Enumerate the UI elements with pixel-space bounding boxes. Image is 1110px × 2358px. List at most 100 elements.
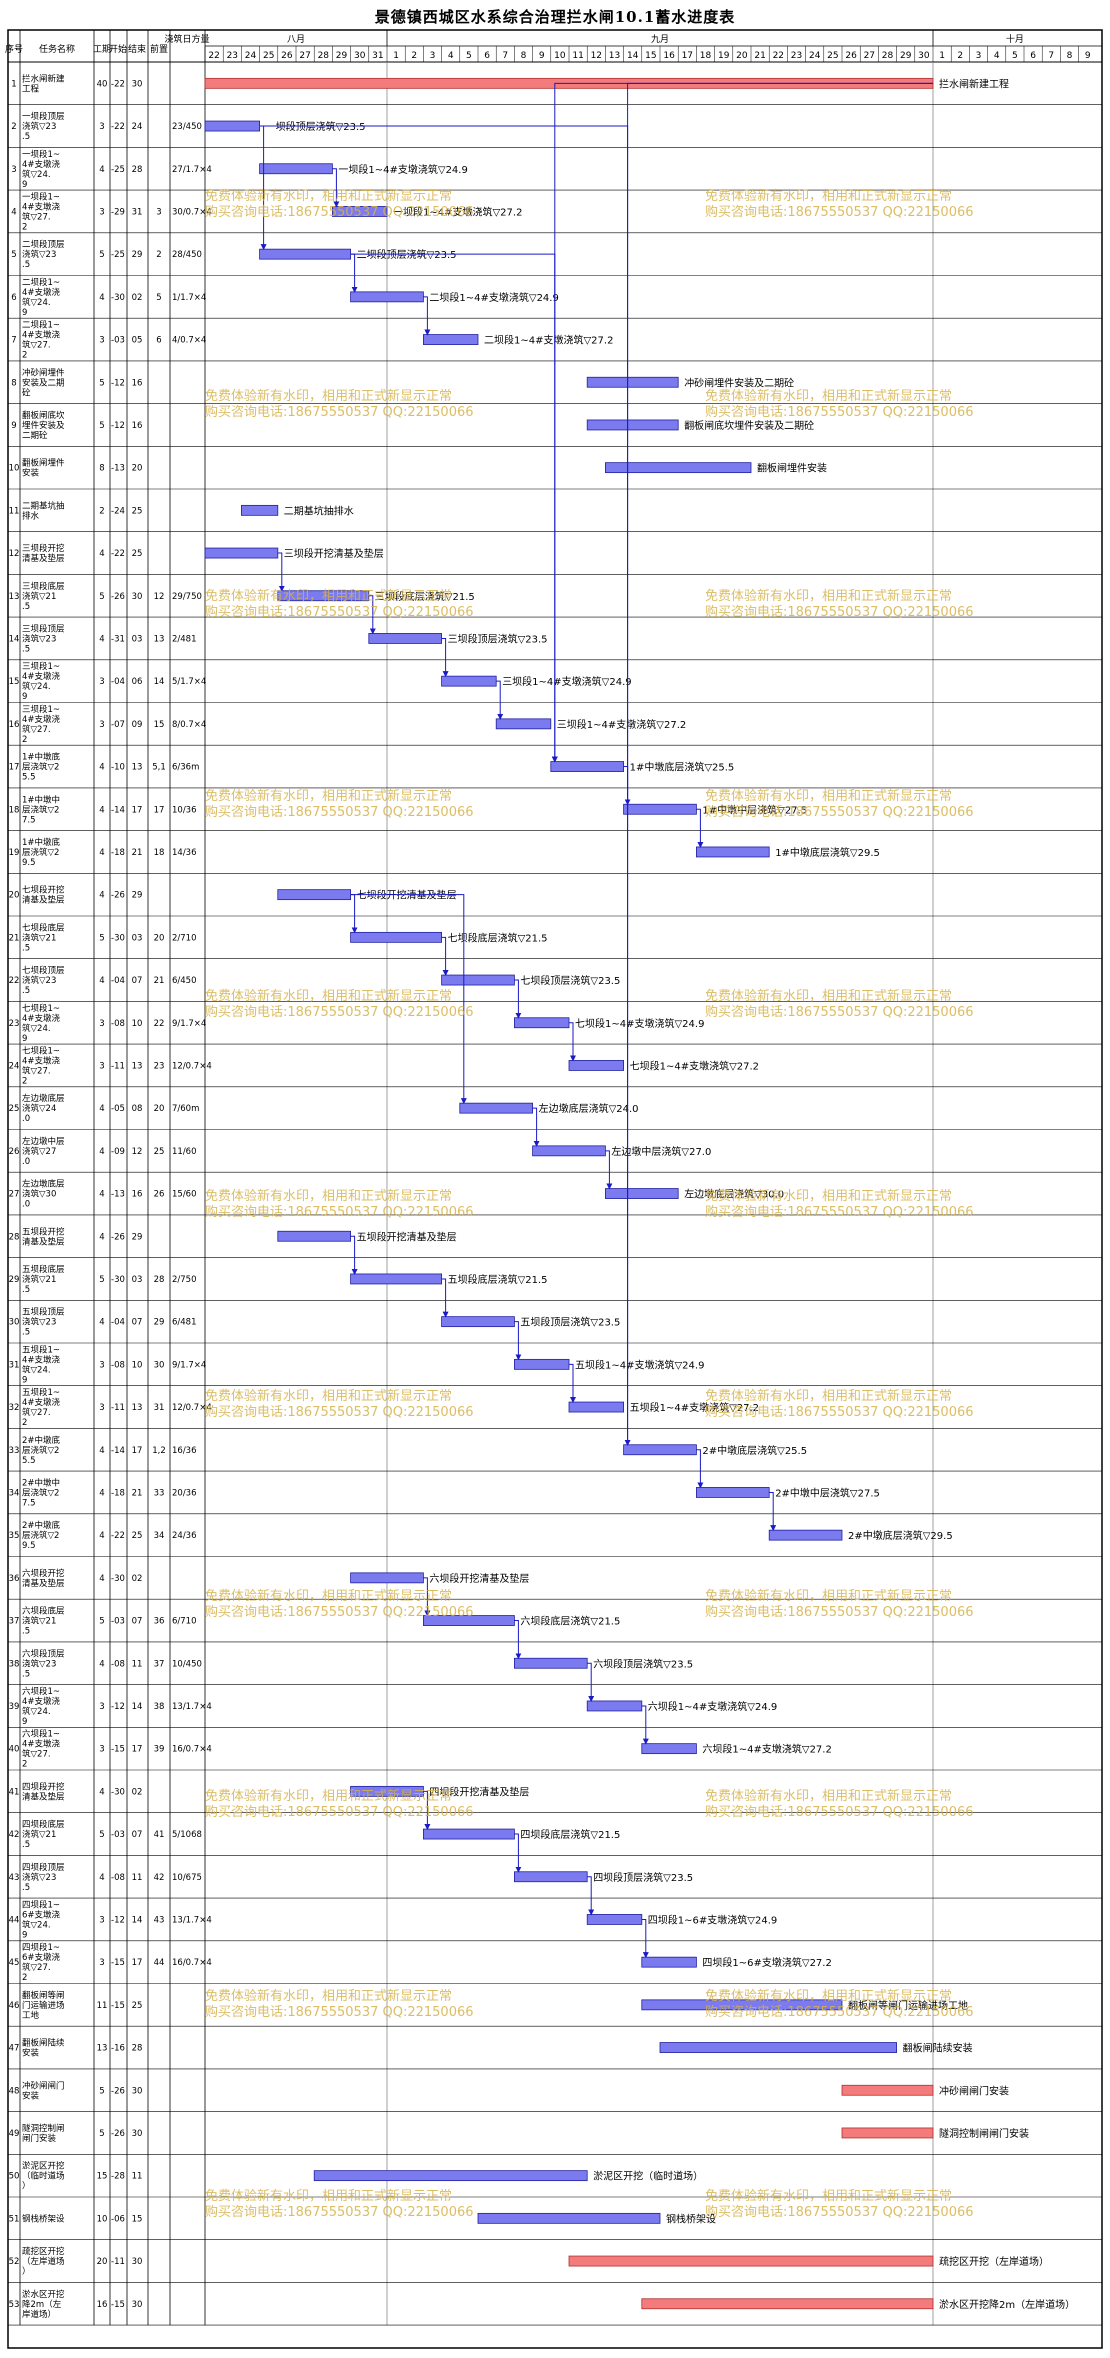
day-label: 17	[682, 51, 693, 61]
bar-label: 二坝段1~4#支墩浇筑▽27.2	[484, 334, 613, 347]
gantt-bar[interactable]	[441, 675, 497, 687]
gantt-bar[interactable]	[350, 291, 424, 303]
gantt-bar[interactable]	[623, 803, 697, 815]
gantt-bar[interactable]	[350, 931, 443, 943]
task-id: 15	[9, 677, 20, 687]
bar-label: 左边墩底层浇筑▽24.0	[539, 1102, 639, 1115]
gantt-bar[interactable]	[841, 2127, 934, 2139]
gantt-bar[interactable]	[605, 1188, 679, 1199]
task-end: 02	[132, 1574, 143, 1584]
task-end: 25	[132, 549, 143, 559]
gantt-bar[interactable]	[331, 206, 388, 217]
gantt-bar[interactable]	[586, 376, 679, 388]
task-id: 48	[9, 2086, 20, 2096]
task-duration: 8	[99, 464, 104, 474]
task-duration: 16	[97, 2300, 108, 2310]
gantt-bar[interactable]	[204, 547, 279, 559]
dependency-link	[623, 766, 631, 806]
gantt-bar[interactable]	[623, 1444, 697, 1456]
gantt-bar[interactable]	[841, 2084, 934, 2096]
gantt-bar[interactable]	[259, 163, 333, 175]
gantt-bar[interactable]	[659, 2042, 898, 2053]
watermark-text: 免费体验新有水印，相用和正式新显示正常	[205, 1588, 452, 1604]
watermark-text: 免费体验新有水印，相用和正式新显示正常	[205, 788, 452, 804]
gantt-bar[interactable]	[514, 1871, 588, 1883]
task-start: -15	[111, 2300, 125, 2310]
day-label: 25	[827, 51, 838, 61]
task-volume: 10/450	[172, 1659, 202, 1669]
gantt-bar[interactable]	[586, 419, 679, 431]
gantt-bar[interactable]	[550, 761, 624, 772]
task-start: -15	[111, 1958, 125, 1968]
gantt-bar[interactable]	[477, 2212, 661, 2224]
task-id: 11	[9, 506, 20, 516]
task-name: 四坝段1~ 6#支墩浇筑▽24. 9	[22, 1899, 61, 1940]
task-end: 13	[132, 1061, 143, 1071]
task-duration: 5	[99, 933, 104, 943]
gantt-bar[interactable]	[568, 1401, 624, 1413]
task-volume: 12/0.7×4	[172, 1403, 212, 1413]
gantt-bar[interactable]	[696, 846, 770, 858]
task-end: 30	[132, 2257, 143, 2267]
gantt-bar[interactable]	[641, 1743, 697, 1755]
day-label: 26	[281, 51, 293, 61]
task-start: -07	[111, 720, 125, 730]
task-id: 24	[9, 1061, 20, 1071]
gantt-bar[interactable]	[532, 1145, 606, 1157]
dependency-link	[441, 1278, 449, 1318]
gantt-bar[interactable]	[641, 1999, 843, 2011]
task-end: 07	[132, 1830, 143, 1840]
task-end: 30	[132, 79, 143, 89]
dependency-link	[587, 1876, 595, 1916]
gantt-bar[interactable]	[514, 1017, 570, 1029]
gantt-bar[interactable]	[313, 2170, 588, 2182]
gantt-bar[interactable]	[605, 462, 752, 474]
task-name: 淤水区开挖降2m（左岸道场）	[22, 2289, 65, 2320]
gantt-bar[interactable]	[586, 1700, 643, 1712]
task-start: -26	[111, 891, 125, 901]
gantt-bar[interactable]	[586, 1914, 643, 1925]
gantt-bar[interactable]	[568, 1060, 624, 1071]
gantt-bar[interactable]	[768, 1529, 843, 1541]
gantt-bar[interactable]	[641, 2298, 934, 2310]
task-duration: 5	[99, 592, 104, 602]
gantt-bar[interactable]	[240, 504, 279, 516]
task-predecessor: 20	[154, 1104, 165, 1114]
gantt-bar[interactable]	[568, 2255, 934, 2267]
gantt-bar[interactable]	[368, 633, 442, 644]
task-duration: 4	[99, 1873, 104, 1883]
gantt-bar[interactable]	[441, 974, 515, 986]
task-id: 44	[9, 1915, 20, 1925]
gantt-bar[interactable]	[204, 120, 260, 132]
task-duration: 4	[99, 848, 104, 858]
gantt-bar[interactable]	[514, 1657, 588, 1669]
gantt-bar[interactable]	[459, 1102, 533, 1114]
gantt-bar[interactable]	[422, 1828, 515, 1840]
gantt-bar[interactable]	[259, 248, 352, 260]
bar-label: 一坝段1~4#支墩浇筑▽24.9	[338, 163, 467, 176]
task-volume: 13/1.7×4	[172, 1915, 212, 1925]
task-end: 12	[132, 1147, 143, 1157]
bar-label: 冲砂闸埋件安装及二期砼	[684, 376, 794, 389]
column-header: 工期	[93, 44, 111, 55]
task-end: 02	[132, 1787, 143, 1797]
gantt-bar[interactable]	[422, 334, 479, 345]
gantt-bar[interactable]	[641, 1956, 697, 1968]
bar-label: 一坝段1~4#支墩浇筑▽27.2	[393, 205, 522, 218]
day-label: 28	[318, 51, 330, 61]
task-end: 09	[132, 720, 143, 730]
bar-label: 四坝段顶层浇筑▽23.5	[593, 1871, 693, 1884]
gantt-bar[interactable]	[350, 1572, 424, 1584]
gantt-bar[interactable]	[350, 1273, 443, 1285]
dependency-link	[259, 125, 631, 1446]
gantt-bar[interactable]	[696, 1487, 770, 1498]
watermark-text: 购买咨询电话:18675550537 QQ:22150066	[705, 804, 974, 820]
gantt-bar[interactable]	[441, 1316, 515, 1328]
gantt-bar[interactable]	[495, 718, 552, 730]
task-end: 29	[132, 250, 143, 260]
gantt-bar[interactable]	[277, 1230, 351, 1242]
gantt-bar[interactable]	[514, 1358, 570, 1370]
task-name: 左边墩底层浇筑▽30.0	[22, 1179, 65, 1210]
gantt-bar[interactable]	[277, 889, 351, 901]
